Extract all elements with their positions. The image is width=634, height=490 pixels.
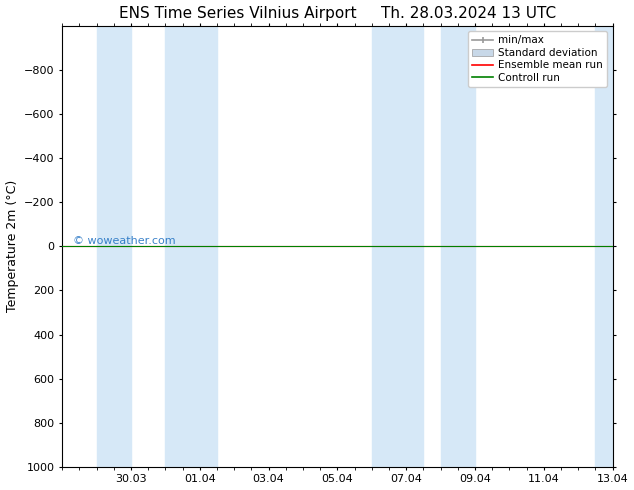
Legend: min/max, Standard deviation, Ensemble mean run, Controll run: min/max, Standard deviation, Ensemble me…	[469, 31, 607, 87]
Title: ENS Time Series Vilnius Airport     Th. 28.03.2024 13 UTC: ENS Time Series Vilnius Airport Th. 28.0…	[119, 5, 556, 21]
Bar	[372, 26, 424, 467]
Text: © woweather.com: © woweather.com	[74, 236, 176, 246]
Bar	[96, 26, 131, 467]
Bar	[441, 26, 475, 467]
Bar	[595, 26, 630, 467]
Bar	[165, 26, 217, 467]
Y-axis label: Temperature 2m (°C): Temperature 2m (°C)	[6, 180, 18, 313]
